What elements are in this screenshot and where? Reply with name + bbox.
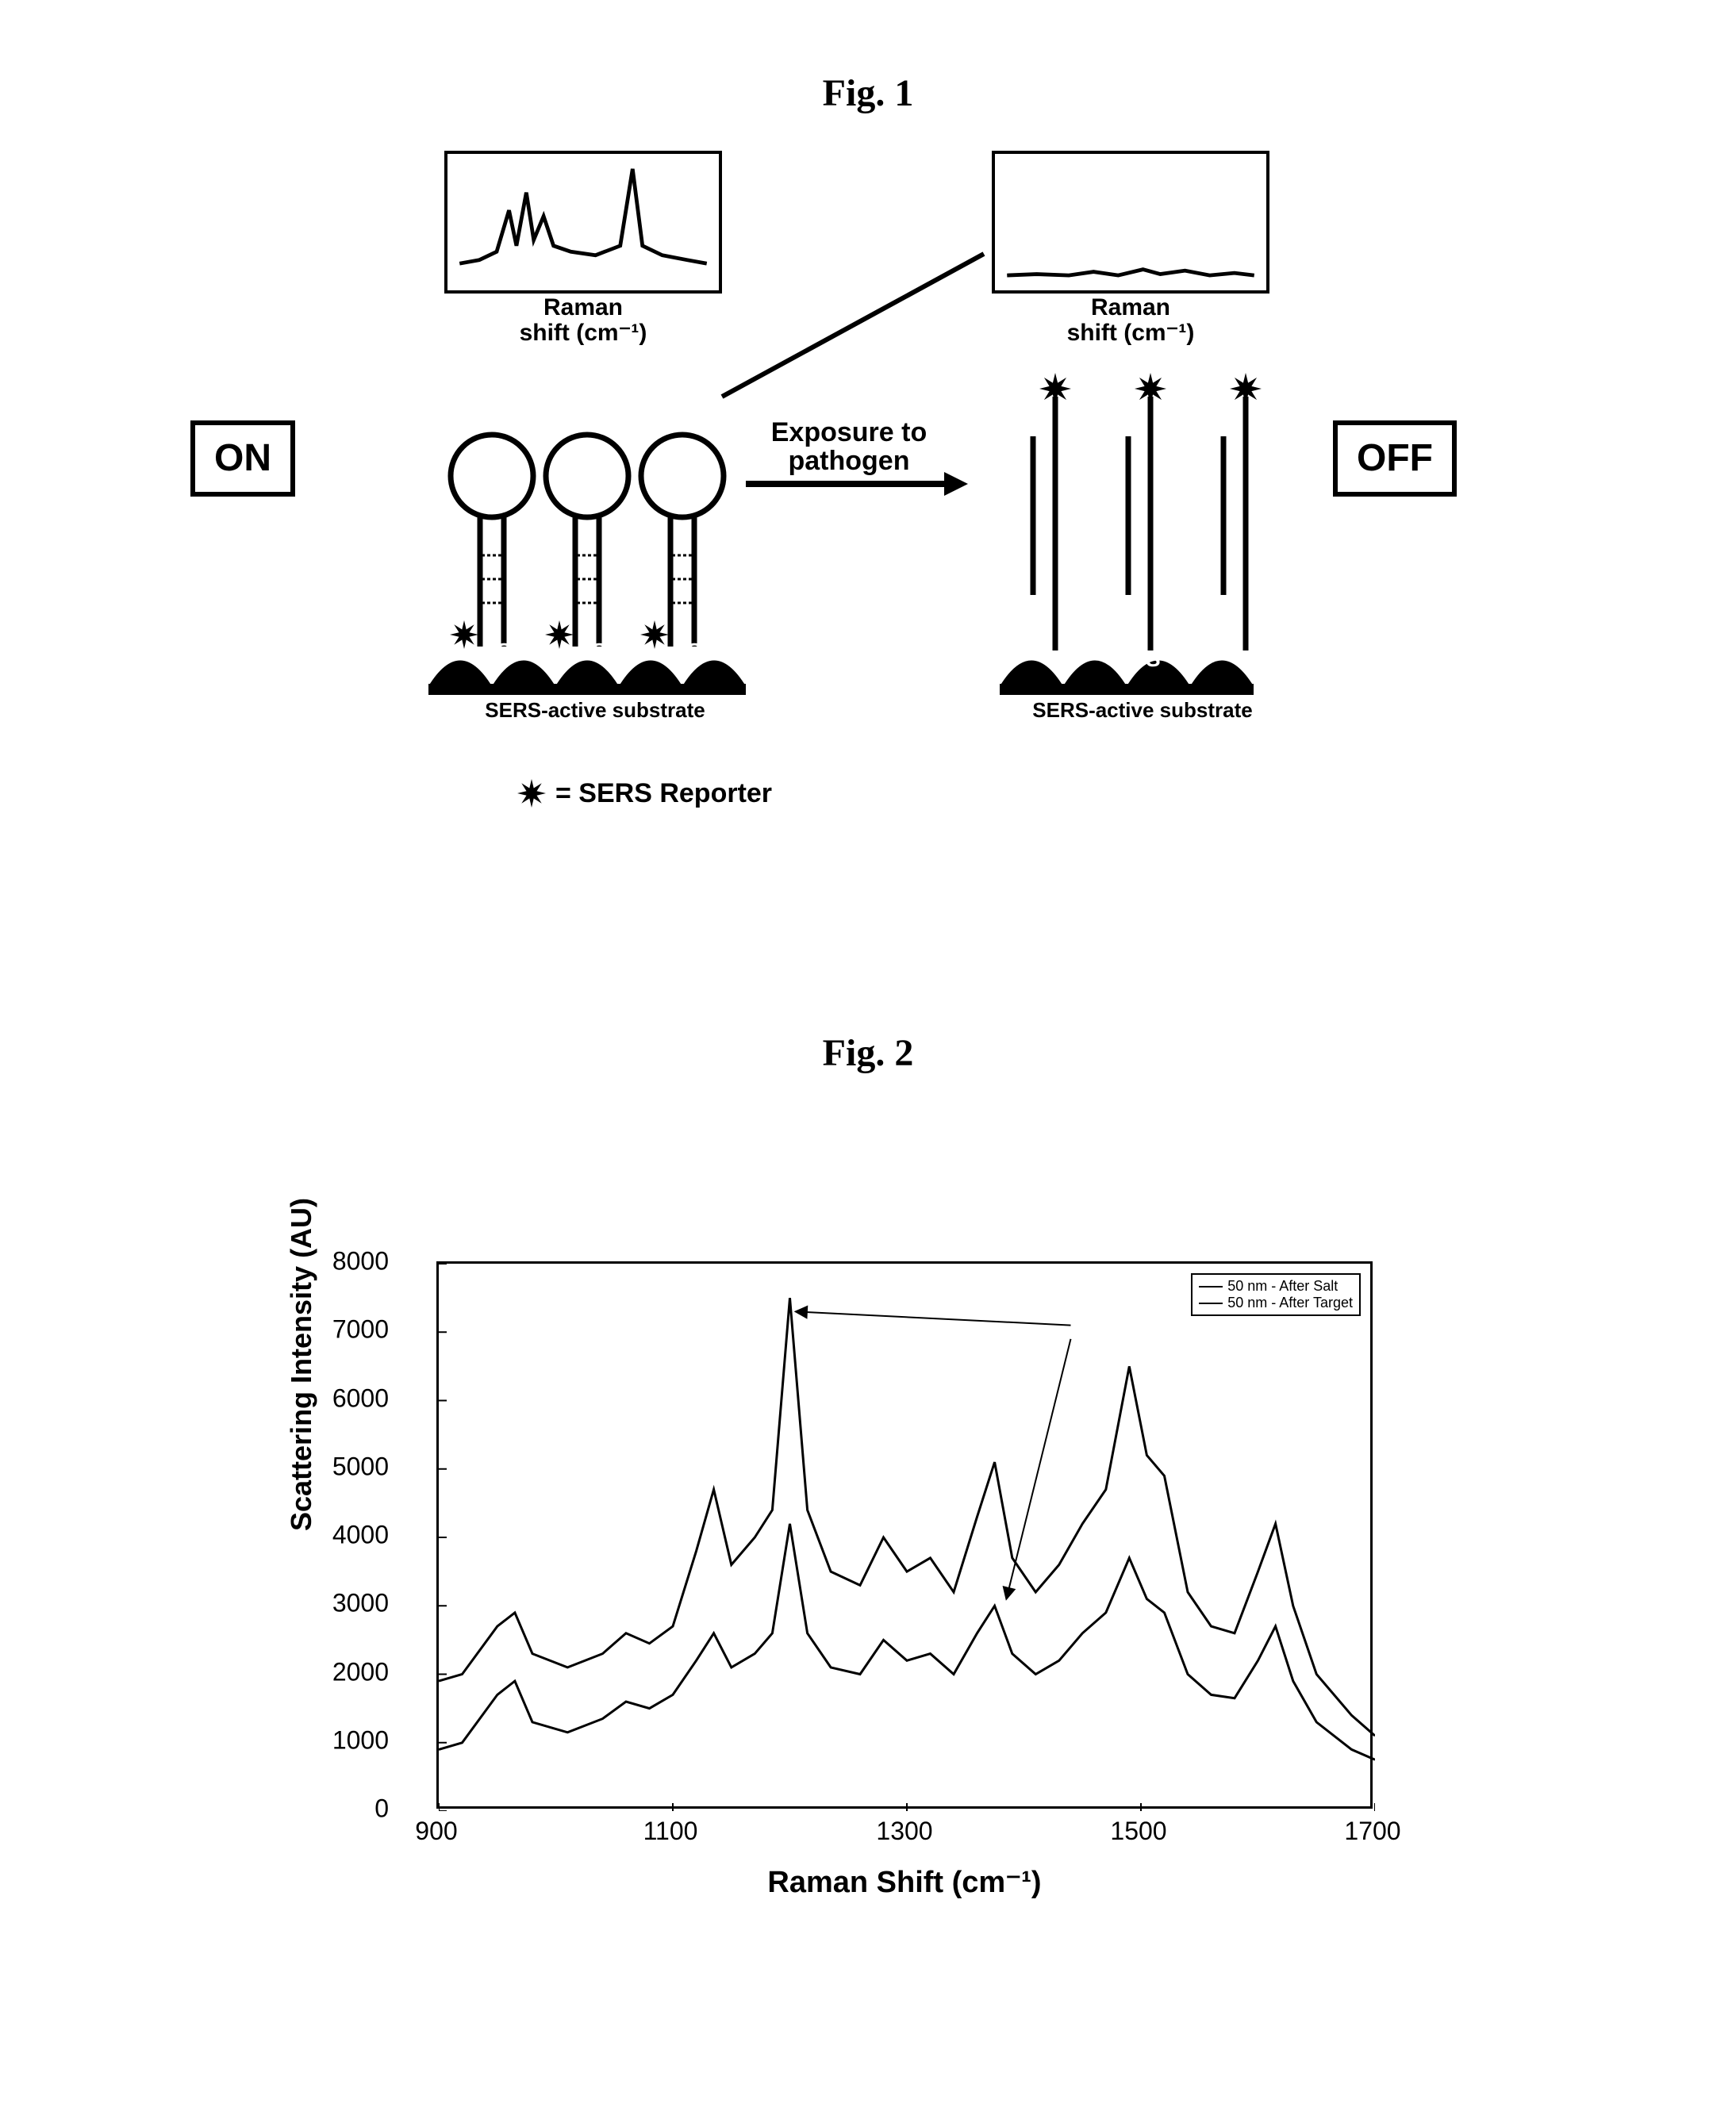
- legend-series1: 50 nm - After Salt: [1227, 1278, 1338, 1295]
- spectrum-on-caption-l2: shift (cm⁻¹): [520, 320, 647, 346]
- right-substrate-group: S S S SERS-active substrate: [976, 373, 1309, 726]
- y-tick-label: 2000: [332, 1657, 389, 1687]
- x-axis-title: Raman Shift (cm⁻¹): [436, 1864, 1373, 1900]
- exposure-l2: pathogen: [789, 446, 910, 476]
- left-substrate-group: S S S SERS-active substrate: [421, 373, 754, 726]
- y-tick-label: 7000: [332, 1315, 389, 1345]
- x-tick-label: 900: [415, 1817, 457, 1846]
- svg-text:S: S: [687, 639, 702, 663]
- spectrum-off-svg: [995, 154, 1266, 290]
- left-substrate-label: SERS-active substrate: [468, 698, 722, 723]
- y-axis-title: Scattering Intensity (AU): [285, 1198, 318, 1531]
- on-box: ON: [190, 420, 295, 497]
- legend-row-1: 50 nm - After Salt: [1199, 1278, 1353, 1295]
- chart-frame: 50 nm - After Salt 50 nm - After Target: [436, 1261, 1373, 1809]
- chart-legend: 50 nm - After Salt 50 nm - After Target: [1191, 1273, 1361, 1316]
- y-tick-label: 1000: [332, 1725, 389, 1755]
- y-tick-label: 3000: [332, 1589, 389, 1618]
- legend-row-2: 50 nm - After Target: [1199, 1295, 1353, 1311]
- spectrum-off-caption: Raman shift (cm⁻¹): [992, 295, 1269, 345]
- svg-text:S: S: [1146, 647, 1161, 671]
- svg-text:S: S: [592, 639, 607, 663]
- x-tick-label: 1300: [876, 1817, 932, 1846]
- spectrum-on-caption: Raman shift (cm⁻¹): [444, 295, 722, 345]
- sers-reporter-legend: = SERS Reporter: [516, 777, 772, 809]
- legend-swatch-icon: [1199, 1303, 1223, 1304]
- y-tick-label: 8000: [332, 1247, 389, 1276]
- y-tick-label: 0: [374, 1794, 389, 1824]
- y-tick-label: 6000: [332, 1383, 389, 1413]
- svg-text:S: S: [1241, 647, 1256, 671]
- x-tick-label: 1500: [1110, 1817, 1166, 1846]
- x-tick-label: 1100: [643, 1817, 698, 1846]
- left-substrate-svg: SSS: [421, 373, 754, 722]
- legend-text: = SERS Reporter: [555, 778, 772, 809]
- y-tick-label: 5000: [332, 1452, 389, 1481]
- right-substrate-label: SERS-active substrate: [1016, 698, 1269, 723]
- spectrum-box-on: [444, 151, 722, 294]
- legend-swatch-icon: [1199, 1286, 1223, 1287]
- svg-text:S: S: [497, 639, 512, 663]
- spectrum-off-caption-l2: shift (cm⁻¹): [1067, 320, 1195, 346]
- legend-series2: 50 nm - After Target: [1227, 1295, 1353, 1311]
- spectrum-box-off: [992, 151, 1269, 294]
- connector-line: [714, 246, 1000, 405]
- spectrum-off-caption-l1: Raman: [1091, 294, 1170, 320]
- chart-svg: [439, 1264, 1375, 1811]
- svg-text:S: S: [1050, 647, 1066, 671]
- spectrum-on-caption-l1: Raman: [543, 294, 623, 320]
- starburst-icon: [516, 777, 547, 809]
- right-substrate-svg: SSS: [976, 373, 1309, 722]
- off-box: OFF: [1333, 420, 1457, 497]
- y-tick-label: 4000: [332, 1521, 389, 1550]
- figure-1-container: Raman shift (cm⁻¹) Raman shift (cm⁻¹) ON…: [238, 151, 1498, 825]
- figure-2-container: Scattering Intensity (AU) 01000200030004…: [270, 1238, 1444, 1951]
- exposure-label: Exposure to pathogen: [746, 419, 952, 475]
- fig2-title: Fig. 2: [0, 1031, 1736, 1075]
- x-tick-label: 1700: [1344, 1817, 1400, 1846]
- exposure-l1: Exposure to: [771, 417, 927, 447]
- fig1-title: Fig. 1: [0, 71, 1736, 115]
- spectrum-on-svg: [447, 154, 719, 290]
